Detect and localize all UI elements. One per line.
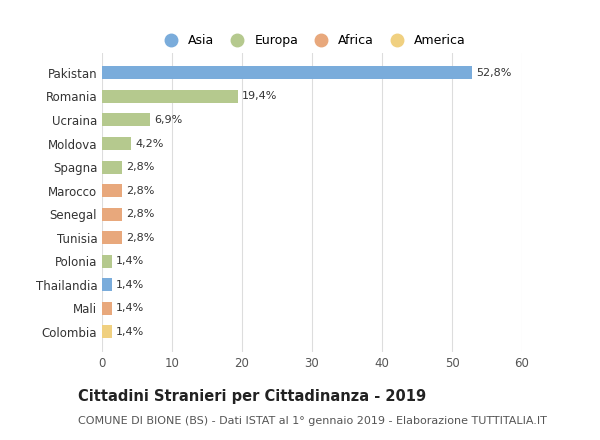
Text: 2,8%: 2,8% [126,209,154,219]
Text: 52,8%: 52,8% [476,68,511,78]
Bar [102,66,472,79]
Bar [102,161,122,173]
Text: 4,2%: 4,2% [136,139,164,149]
Bar [102,279,112,291]
Bar [102,184,122,197]
Bar [102,114,151,126]
Bar [102,302,112,315]
Text: 1,4%: 1,4% [116,280,144,290]
Text: 2,8%: 2,8% [126,186,154,196]
Bar [102,90,238,103]
Text: 2,8%: 2,8% [126,233,154,243]
Bar [102,137,131,150]
Bar [102,255,112,268]
Text: 2,8%: 2,8% [126,162,154,172]
Text: 1,4%: 1,4% [116,256,144,266]
Bar [102,326,112,338]
Text: 19,4%: 19,4% [242,92,277,102]
Text: COMUNE DI BIONE (BS) - Dati ISTAT al 1° gennaio 2019 - Elaborazione TUTTITALIA.I: COMUNE DI BIONE (BS) - Dati ISTAT al 1° … [78,416,547,426]
Text: 1,4%: 1,4% [116,327,144,337]
Legend: Asia, Europa, Africa, America: Asia, Europa, Africa, America [153,29,471,52]
Text: 1,4%: 1,4% [116,303,144,313]
Text: 6,9%: 6,9% [155,115,183,125]
Bar [102,231,122,244]
Bar [102,208,122,220]
Text: Cittadini Stranieri per Cittadinanza - 2019: Cittadini Stranieri per Cittadinanza - 2… [78,389,426,404]
